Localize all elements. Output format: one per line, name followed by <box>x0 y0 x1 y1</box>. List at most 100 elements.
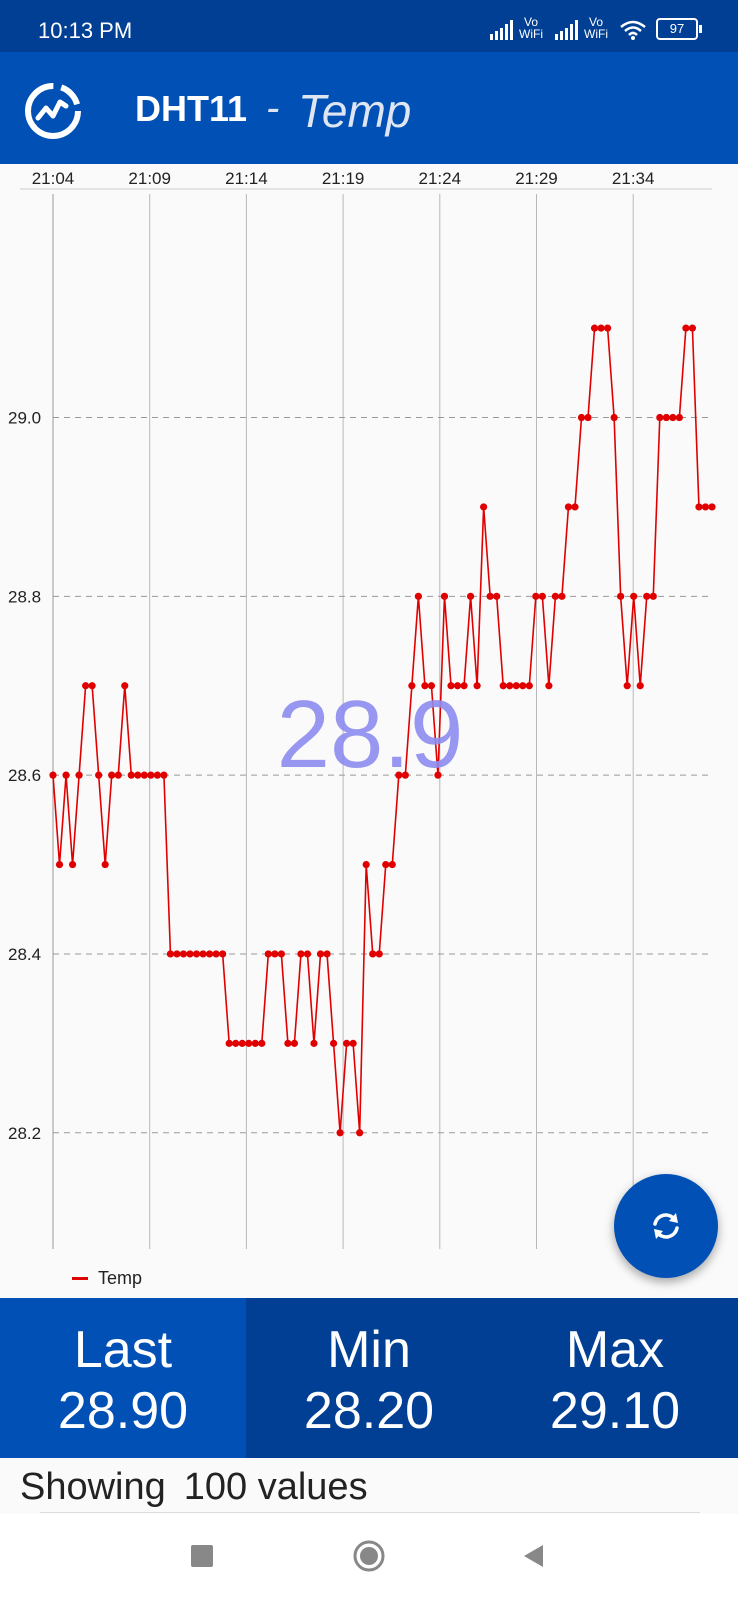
vowifi-label: Vo WiFi <box>519 15 543 41</box>
temp-data-point <box>95 771 103 779</box>
temp-data-point <box>486 592 494 600</box>
temp-data-point <box>662 413 670 422</box>
temp-data-point <box>108 771 116 779</box>
temp-data-point <box>356 1129 364 1137</box>
x-tick-label: 21:19 <box>322 169 365 188</box>
temp-data-point <box>610 413 618 422</box>
temp-data-point <box>153 771 161 779</box>
temp-data-point <box>101 860 109 869</box>
temp-data-point <box>199 950 207 958</box>
status-bar: 10:13 PM Vo WiFi Vo WiFi 97 <box>0 0 738 52</box>
temp-data-point <box>421 682 429 690</box>
temp-data-point <box>695 503 703 511</box>
temp-data-point <box>88 682 96 690</box>
temp-data-point <box>395 771 403 779</box>
legend-label: Temp <box>98 1268 143 1288</box>
temp-data-point <box>447 682 455 690</box>
triangle-back-icon <box>524 1545 543 1567</box>
temp-data-point <box>493 592 501 600</box>
home-button[interactable] <box>349 1536 389 1576</box>
values-count-prefix: Showing <box>20 1466 166 1508</box>
stat-min-value: 28.20 <box>303 1382 435 1440</box>
temp-data-point <box>414 592 422 600</box>
values-count-text: Showing 100 values <box>20 1466 368 1509</box>
temp-data-point <box>219 950 227 958</box>
stat-max-label: Max <box>565 1321 665 1379</box>
temp-data-point <box>284 1039 292 1047</box>
temp-data-point <box>577 413 586 422</box>
temp-data-point <box>134 771 142 779</box>
temp-data-point <box>538 592 546 600</box>
temp-data-point <box>49 771 57 779</box>
temp-data-point <box>708 503 716 511</box>
temp-data-point <box>277 950 285 958</box>
temp-data-point <box>571 503 579 511</box>
battery-icon: 97 <box>656 18 702 40</box>
y-tick-label: 28.8 <box>8 587 41 606</box>
temp-data-point <box>343 1039 351 1047</box>
cell-signal-icon <box>490 20 513 40</box>
vowifi-label-2: Vo WiFi <box>584 15 608 41</box>
recents-button[interactable] <box>182 1536 222 1576</box>
temp-line-chart[interactable]: 21:04 21:09 21:14 21:19 21:24 21:29 21:34 28.2 2… <box>0 164 738 1298</box>
temp-data-point <box>597 324 605 332</box>
temp-data-point <box>630 592 638 600</box>
temp-data-point <box>82 682 90 690</box>
temp-data-point <box>316 950 325 958</box>
x-tick-label: 21:34 <box>612 169 655 188</box>
temp-data-point <box>349 1039 357 1047</box>
app-logo-icon[interactable] <box>22 80 84 142</box>
status-icons: Vo WiFi Vo WiFi 97 <box>490 15 702 41</box>
footer-divider <box>40 1512 700 1513</box>
temp-data-point <box>303 950 312 958</box>
temp-data-point <box>323 950 331 958</box>
stat-last: Last 28.90 <box>0 1298 246 1458</box>
temp-data-point <box>460 682 468 690</box>
refresh-button[interactable] <box>614 1174 718 1278</box>
temp-data-point <box>656 413 664 422</box>
stat-min: Min 28.20 <box>246 1298 492 1458</box>
temp-data-point <box>564 503 573 511</box>
temp-data-point <box>623 682 631 690</box>
temp-data-point <box>336 1129 344 1137</box>
temp-data-point <box>584 413 592 422</box>
x-tick-label: 21:14 <box>225 169 268 188</box>
x-tick-label: 21:09 <box>128 169 171 188</box>
temp-data-point <box>643 592 651 600</box>
temp-data-point <box>434 771 442 779</box>
temp-data-point <box>232 1039 240 1047</box>
temp-data-point <box>140 771 148 779</box>
stat-max: Max 29.10 <box>492 1298 738 1458</box>
temp-data-point <box>369 950 377 958</box>
temp-data-point <box>212 950 220 958</box>
refresh-icon <box>653 1213 679 1239</box>
temp-data-point <box>245 1039 253 1047</box>
temp-data-point <box>264 950 272 958</box>
back-button[interactable] <box>514 1536 554 1576</box>
y-tick-label: 29.0 <box>8 409 41 428</box>
wifi-icon <box>620 20 646 40</box>
temp-data-point <box>636 682 644 690</box>
temp-data-point <box>251 1039 259 1047</box>
temp-data-point <box>499 682 507 690</box>
temp-data-point <box>186 950 194 958</box>
temp-data-point <box>408 682 416 690</box>
cell-signal-icon-2 <box>555 20 578 40</box>
temp-data-point <box>114 771 122 779</box>
values-count: 100 values <box>183 1466 368 1508</box>
temp-data-point <box>75 771 83 779</box>
temp-data-point <box>401 771 409 779</box>
square-icon <box>191 1545 213 1567</box>
temp-data-point <box>329 1039 338 1047</box>
temp-data-point <box>558 592 566 600</box>
temp-data-point <box>480 503 488 511</box>
stat-max-value: 29.10 <box>549 1382 681 1440</box>
x-tick-label: 21:04 <box>32 169 75 188</box>
stat-last-value: 28.90 <box>57 1382 189 1440</box>
temp-data-point <box>453 682 462 690</box>
temp-data-point <box>166 950 175 958</box>
temp-data-point <box>532 592 540 600</box>
temp-data-point <box>147 771 155 779</box>
y-tick-label: 28.4 <box>8 945 41 964</box>
temp-data-point <box>238 1039 246 1047</box>
